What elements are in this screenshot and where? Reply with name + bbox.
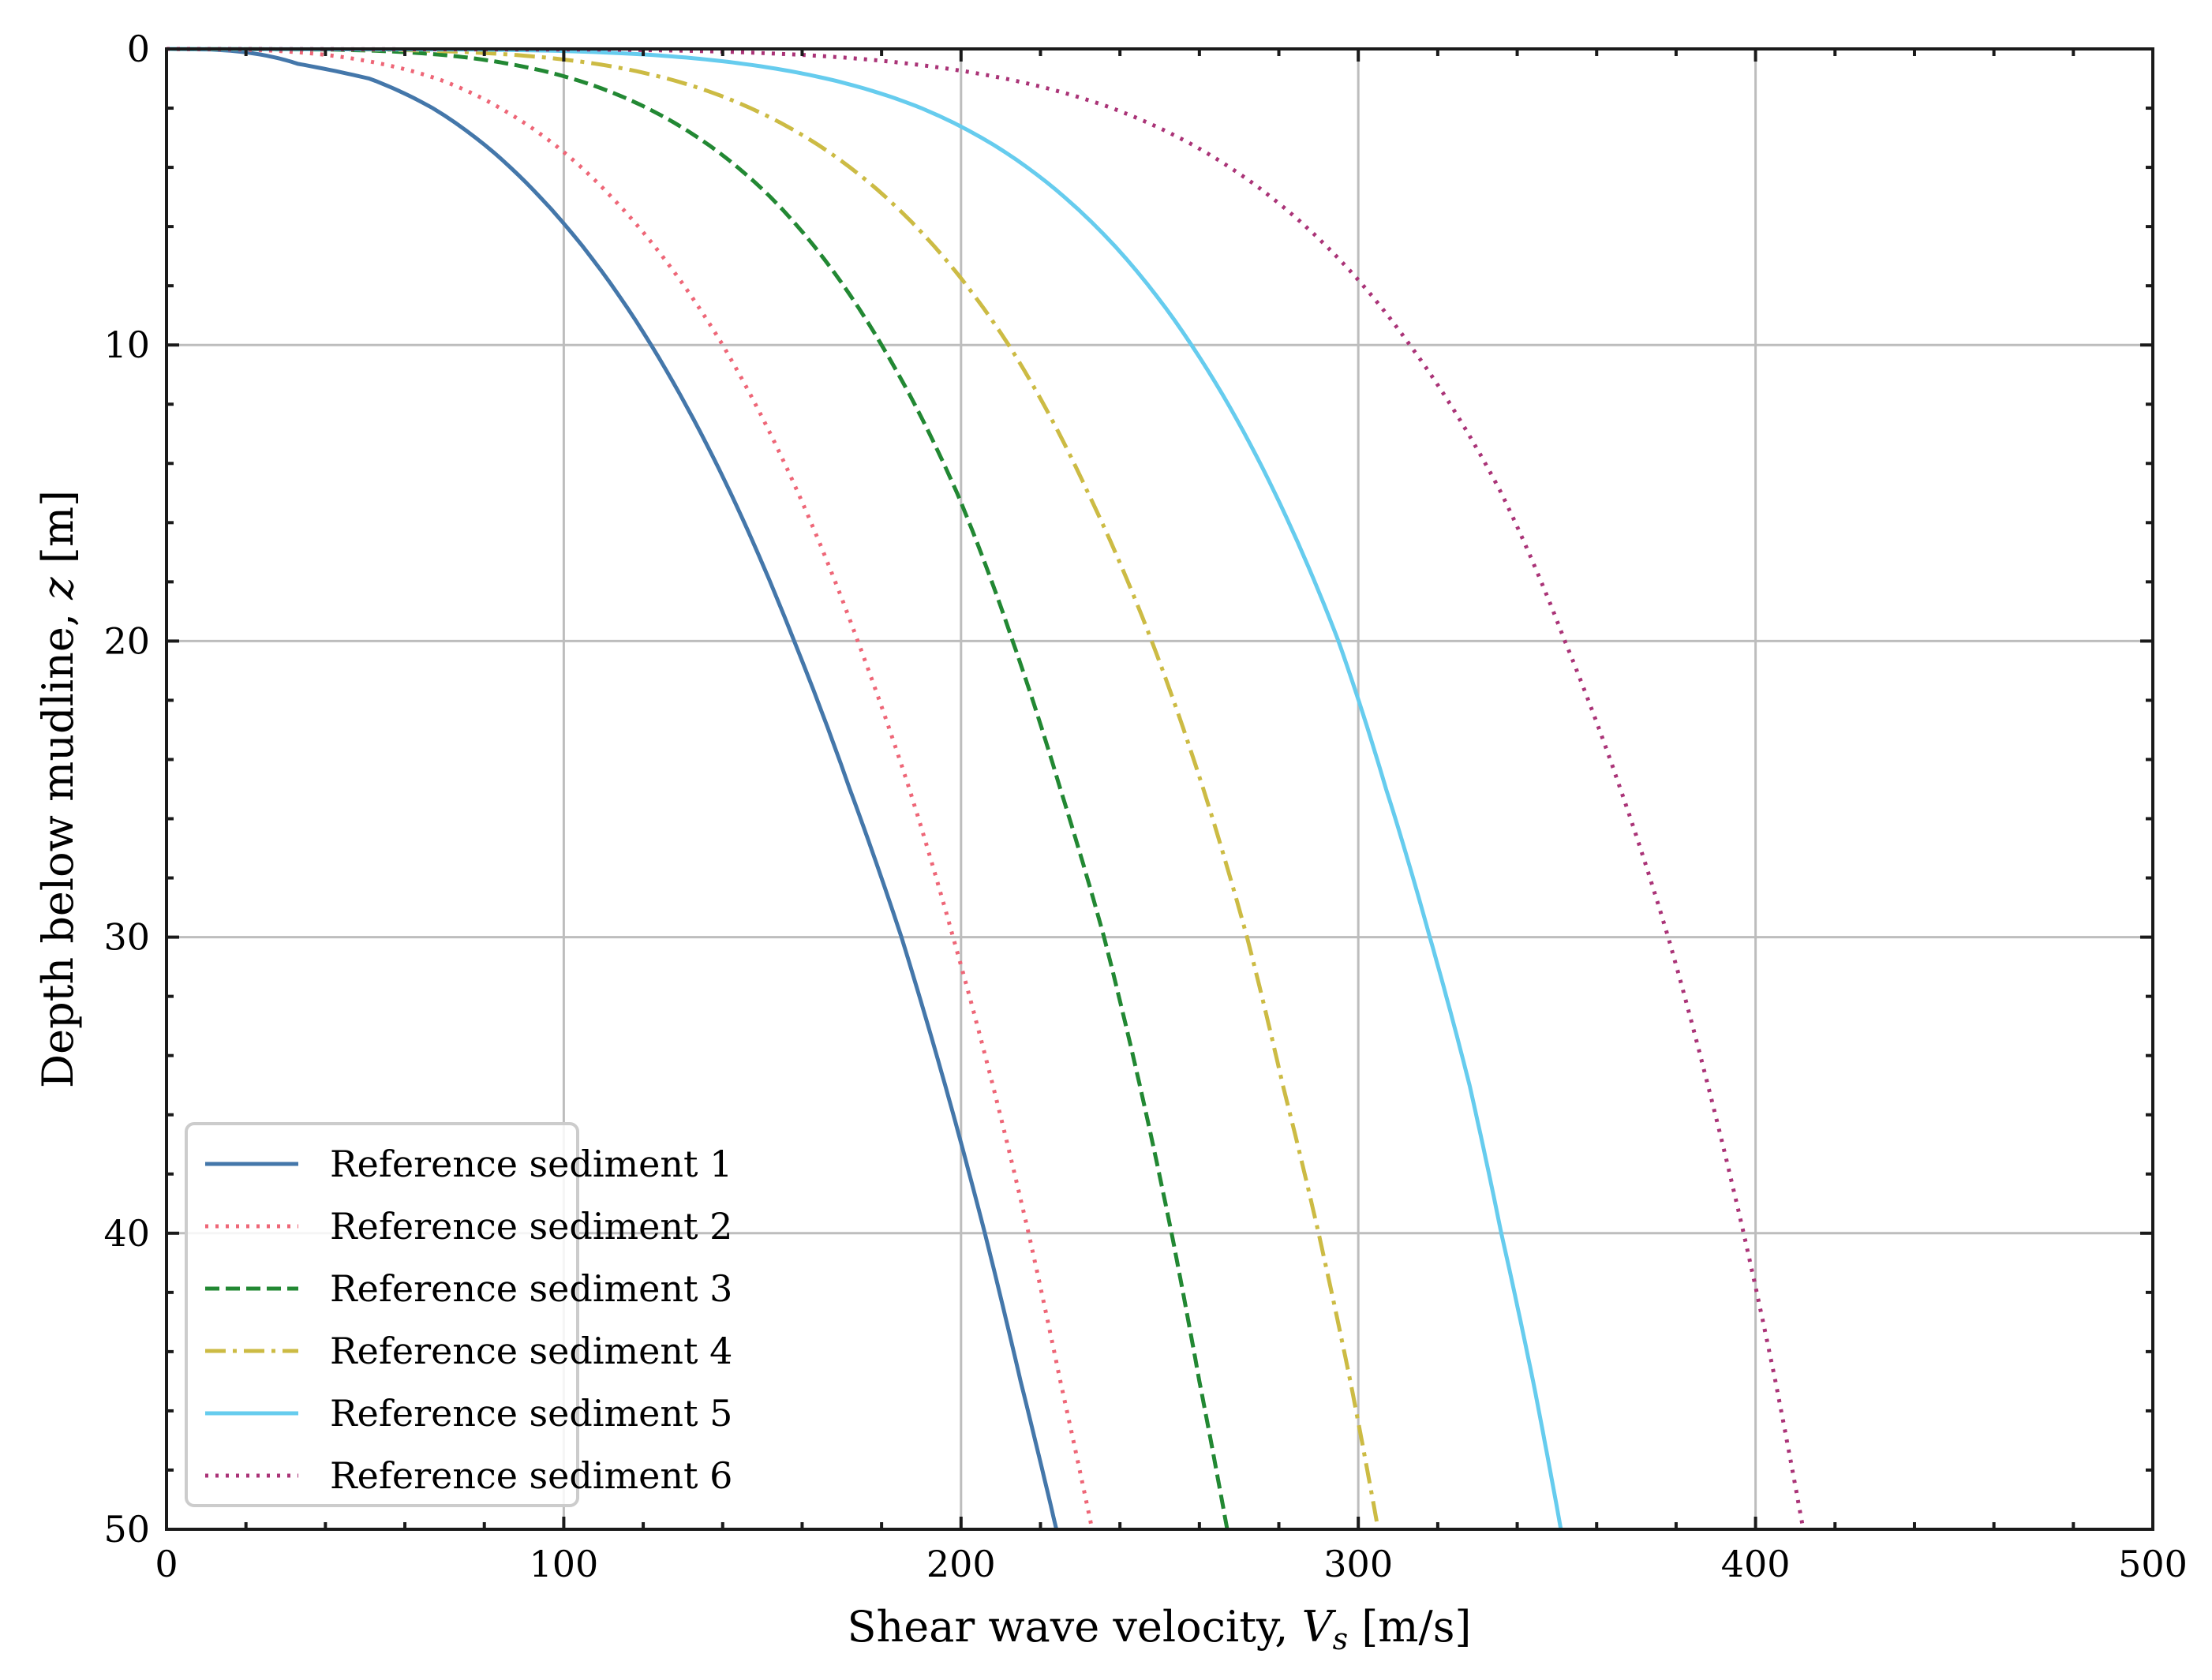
x-tick-label: 200 [926,1543,996,1585]
legend-label: Reference sediment 6 [330,1454,732,1497]
series-line-6 [166,47,1806,1530]
grid-lines [165,47,2154,1531]
legend-label: Reference sediment 1 [330,1143,732,1185]
legend-item-6: Reference sediment 6 [205,1454,732,1497]
x-tick-label: 300 [1323,1543,1393,1585]
legend-item-4: Reference sediment 4 [205,1330,732,1372]
y-axis-label: Depth below mudline, z [m] [33,490,83,1088]
y-tick-label: 10 [103,324,150,366]
x-tick-label: 400 [1721,1543,1791,1585]
y-tick-label: 30 [103,916,150,959]
legend-label: Reference sediment 5 [330,1392,732,1435]
series-line-2 [166,47,1095,1530]
series-line-1 [166,47,1059,1530]
x-tick-label: 500 [2118,1543,2188,1585]
y-tick-label: 0 [127,28,150,70]
legend-item-3: Reference sediment 3 [205,1267,732,1310]
legend-label: Reference sediment 4 [330,1330,732,1372]
legend-label: Reference sediment 3 [330,1267,732,1310]
legend: Reference sediment 1 Reference sediment 2… [185,1122,732,1507]
plot-frame [165,47,2154,1531]
x-tick-label: 100 [529,1543,598,1585]
y-tick-labels: 0 10 20 30 40 50 [103,28,150,1551]
legend-box [185,1122,579,1507]
legend-item-1: Reference sediment 1 [205,1143,732,1185]
x-axis-label: Shear wave velocity, Vs [m/s] [847,1602,1471,1656]
series-line-5 [166,47,1563,1530]
y-tick-label: 20 [103,619,150,662]
series-line-3 [166,47,1230,1530]
legend-item-2: Reference sediment 2 [205,1205,732,1248]
x-tick-label: 0 [155,1543,178,1585]
y-tick-label: 40 [103,1212,150,1255]
y-tick-label: 50 [103,1508,150,1551]
legend-item-5: Reference sediment 5 [205,1392,732,1435]
data-curves [166,47,1806,1530]
x-tick-labels: 0 100 200 300 400 500 [155,1543,2188,1585]
legend-label: Reference sediment 2 [330,1205,732,1248]
